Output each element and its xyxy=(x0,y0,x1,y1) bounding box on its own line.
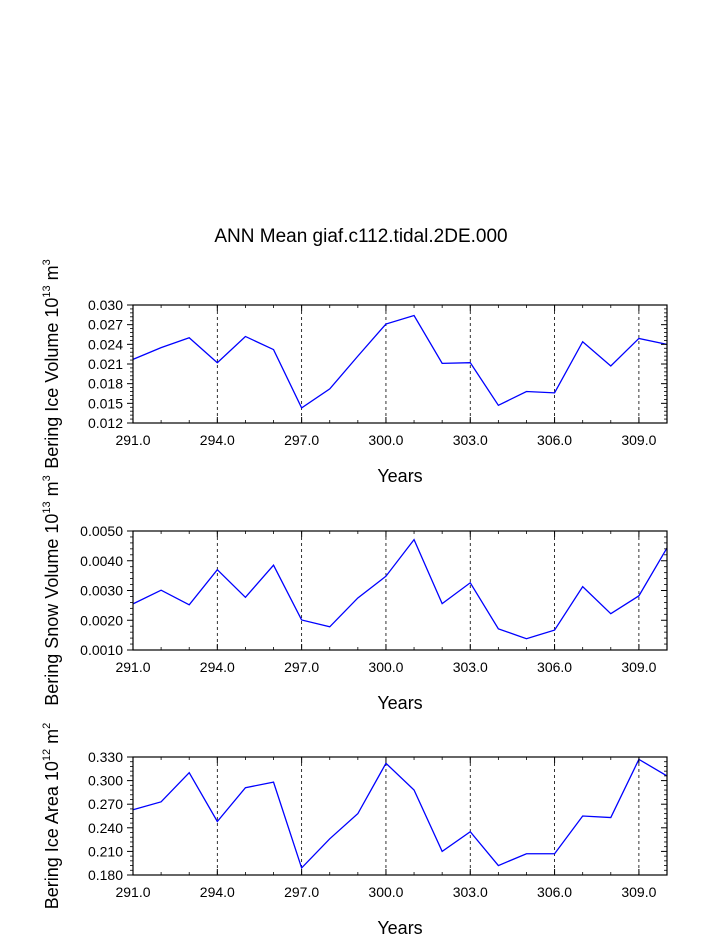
x-tick-label: 309.0 xyxy=(621,432,656,448)
y-tick-label: 0.240 xyxy=(88,820,123,836)
y-tick-label: 0.0030 xyxy=(80,583,123,599)
y-tick-label: 0.027 xyxy=(88,317,123,333)
x-axis-label: Years xyxy=(377,918,422,935)
y-tick-label: 0.030 xyxy=(88,297,123,313)
x-tick-label: 306.0 xyxy=(537,432,572,448)
x-tick-label: 306.0 xyxy=(537,659,572,675)
x-tick-label: 309.0 xyxy=(621,884,656,900)
x-axis-label: Years xyxy=(377,693,422,713)
panel-2: 291.0 294.0 297.0 300.0 303.0 306.0 309.0 0.001… xyxy=(41,475,668,713)
y-tick-label: 0.0010 xyxy=(80,642,123,658)
x-tick-label: 300.0 xyxy=(368,432,403,448)
x-tick-label: 303.0 xyxy=(453,432,488,448)
panel-3: 291.0 294.0 297.0 300.0 303.0 306.0 309.0 0.180… xyxy=(41,723,668,935)
y-tick-label: 0.270 xyxy=(88,796,123,812)
plot-frame xyxy=(132,756,668,876)
y-tick-label: 0.012 xyxy=(88,415,123,431)
x-tick-label: 291.0 xyxy=(115,659,150,675)
x-tick-label: 291.0 xyxy=(115,432,150,448)
y-tick-label: 0.0040 xyxy=(80,553,123,569)
x-axis-label: Years xyxy=(377,466,422,486)
figure-title: ANN Mean giaf.c112.tidal.2DE.000 xyxy=(214,226,507,247)
y-axis-label: Bering Ice Area 1012 m2 xyxy=(41,723,62,909)
y-tick-label: 0.024 xyxy=(88,336,123,352)
series-line xyxy=(132,538,668,640)
y-tick-label: 0.210 xyxy=(88,843,123,859)
y-tick-label: 0.300 xyxy=(88,773,123,789)
x-tick-label: 294.0 xyxy=(200,659,235,675)
x-tick-label: 306.0 xyxy=(537,884,572,900)
x-tick-label: 291.0 xyxy=(115,884,150,900)
x-tick-label: 303.0 xyxy=(453,884,488,900)
x-tick-label: 297.0 xyxy=(284,432,319,448)
y-tick-label: 0.180 xyxy=(88,867,123,883)
x-tick-label: 297.0 xyxy=(284,884,319,900)
panel-1: 291.0 294.0 297.0 300.0 303.0 306.0 309.0 0.012… xyxy=(41,259,668,486)
y-tick-label: 0.015 xyxy=(88,395,123,411)
series-line xyxy=(132,758,668,870)
y-tick-label: 0.0050 xyxy=(80,523,123,539)
series-line xyxy=(132,314,668,409)
panels: 291.0 294.0 297.0 300.0 303.0 306.0 309.0 0.012… xyxy=(41,259,668,935)
y-tick-label: 0.330 xyxy=(88,749,123,765)
y-tick-label: 0.021 xyxy=(88,356,123,372)
y-tick-label: 0.0020 xyxy=(80,612,123,628)
y-tick-label: 0.018 xyxy=(88,376,123,392)
x-tick-label: 300.0 xyxy=(368,884,403,900)
y-axis-label: Bering Snow Volume 1013 m3 xyxy=(41,475,62,706)
y-axis-label: Bering Ice Volume 1013 m3 xyxy=(41,259,62,468)
x-tick-label: 294.0 xyxy=(200,884,235,900)
x-tick-label: 297.0 xyxy=(284,659,319,675)
x-tick-label: 300.0 xyxy=(368,659,403,675)
x-tick-label: 294.0 xyxy=(200,432,235,448)
x-tick-label: 303.0 xyxy=(453,659,488,675)
plot-frame xyxy=(132,304,668,424)
x-tick-label: 309.0 xyxy=(621,659,656,675)
